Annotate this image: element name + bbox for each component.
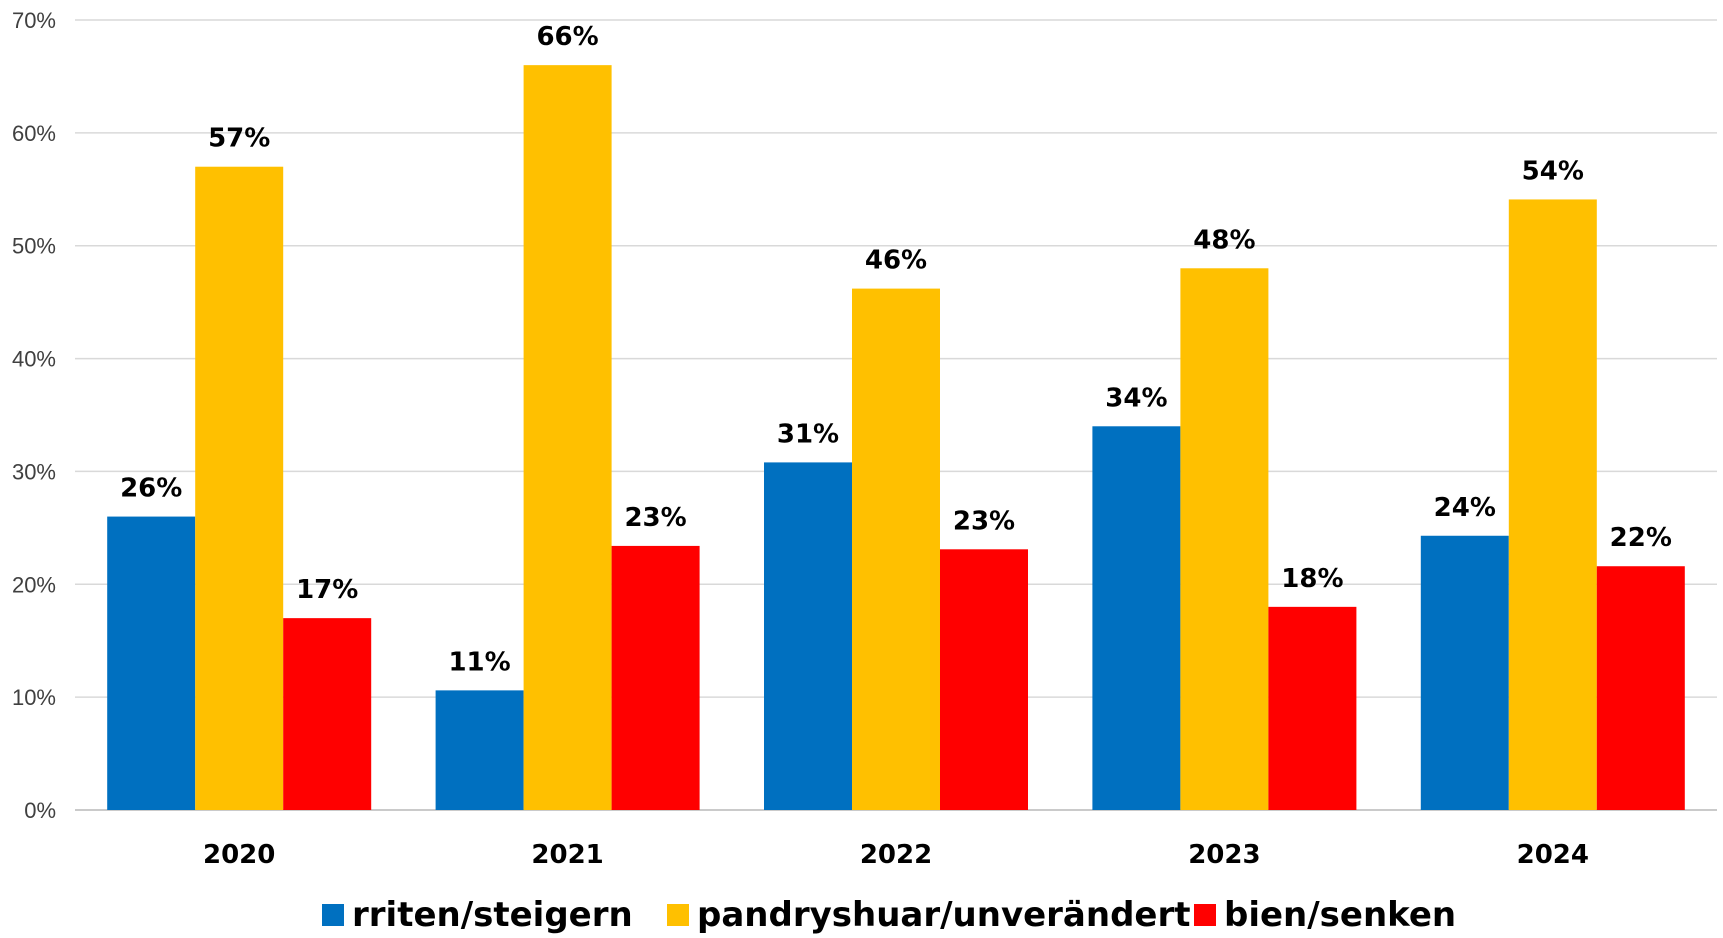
bar-bien/senken-2023: [1268, 606, 1357, 810]
x-category-label: 2024: [1517, 840, 1589, 870]
bars: [107, 65, 1685, 811]
bar-pandryshuar/unverändert-2020: [195, 166, 284, 810]
data-label-bien/senken-2021: 23%: [624, 503, 686, 533]
data-label-rriten/steigern-2021: 11%: [448, 647, 510, 677]
y-tick-label: 70%: [12, 8, 56, 33]
data-label-rriten/steigern-2024: 24%: [1434, 493, 1496, 523]
legend-item-1: pandryshuar/unverändert: [667, 895, 1191, 935]
y-tick-label: 40%: [12, 347, 56, 372]
data-label-rriten/steigern-2020: 26%: [120, 474, 182, 504]
bar-pandryshuar/unverändert-2022: [852, 288, 940, 811]
bar-rriten/steigern-2024: [1420, 535, 1509, 810]
y-axis-tick-labels: 0% 10% 20% 30% 40% 50% 60% 70%: [12, 8, 56, 823]
data-label-rriten/steigern-2023: 34%: [1105, 383, 1167, 413]
legend-label: bien/senken: [1224, 895, 1456, 935]
bar-pandryshuar/unverändert-2024: [1508, 199, 1597, 810]
legend-item-2: bien/senken: [1194, 895, 1456, 935]
data-label-pandryshuar/unverändert-2020: 57%: [208, 124, 270, 154]
bar-rriten/steigern-2023: [1092, 426, 1181, 810]
legend-item-0: rriten/steigern: [322, 895, 633, 935]
bar-bien/senken-2021: [611, 545, 700, 810]
y-tick-label: 50%: [12, 234, 56, 259]
y-tick-label: 0%: [24, 798, 56, 823]
data-label-bien/senken-2024: 22%: [1610, 523, 1672, 553]
y-tick-label: 60%: [12, 121, 56, 146]
bar-bien/senken-2022: [940, 549, 1028, 810]
bar-rriten/steigern-2022: [764, 462, 852, 810]
x-category-label: 2020: [203, 840, 275, 870]
x-category-label: 2021: [531, 840, 603, 870]
data-label-pandryshuar/unverändert-2021: 66%: [536, 22, 598, 52]
bar-bien/senken-2024: [1596, 566, 1685, 810]
data-labels: 26% 57% 17% 11% 66% 23% 31% 46% 23% 34% 48% 18% 24% 5…: [120, 22, 1672, 677]
x-category-label: 2023: [1188, 840, 1260, 870]
data-label-pandryshuar/unverändert-2024: 54%: [1522, 156, 1584, 186]
bar-bien/senken-2020: [283, 618, 372, 810]
bar-rriten/steigern-2020: [107, 516, 196, 810]
legend-label: rriten/steigern: [352, 895, 633, 935]
data-label-rriten/steigern-2022: 31%: [777, 419, 839, 449]
y-tick-label: 10%: [12, 685, 56, 710]
legend-swatch: [667, 904, 689, 926]
data-label-bien/senken-2022: 23%: [953, 506, 1015, 536]
legend-swatch: [322, 904, 344, 926]
y-tick-label: 20%: [12, 572, 56, 597]
legend-label: pandryshuar/unverändert: [697, 895, 1191, 935]
data-label-pandryshuar/unverändert-2022: 46%: [865, 246, 927, 276]
x-category-label: 2022: [860, 840, 932, 870]
y-tick-label: 30%: [12, 459, 56, 484]
data-label-bien/senken-2023: 18%: [1281, 564, 1343, 594]
bar-pandryshuar/unverändert-2021: [523, 65, 612, 810]
legend: rriten/steigern pandryshuar/unverändert bi…: [322, 895, 1456, 935]
data-label-bien/senken-2020: 17%: [296, 575, 358, 605]
bar-rriten/steigern-2021: [435, 690, 524, 810]
data-label-pandryshuar/unverändert-2023: 48%: [1193, 225, 1255, 255]
legend-swatch: [1194, 904, 1216, 926]
bar-pandryshuar/unverändert-2023: [1180, 268, 1269, 810]
x-axis-category-labels: 2020 2021 2022 2023 2024: [203, 840, 1589, 870]
